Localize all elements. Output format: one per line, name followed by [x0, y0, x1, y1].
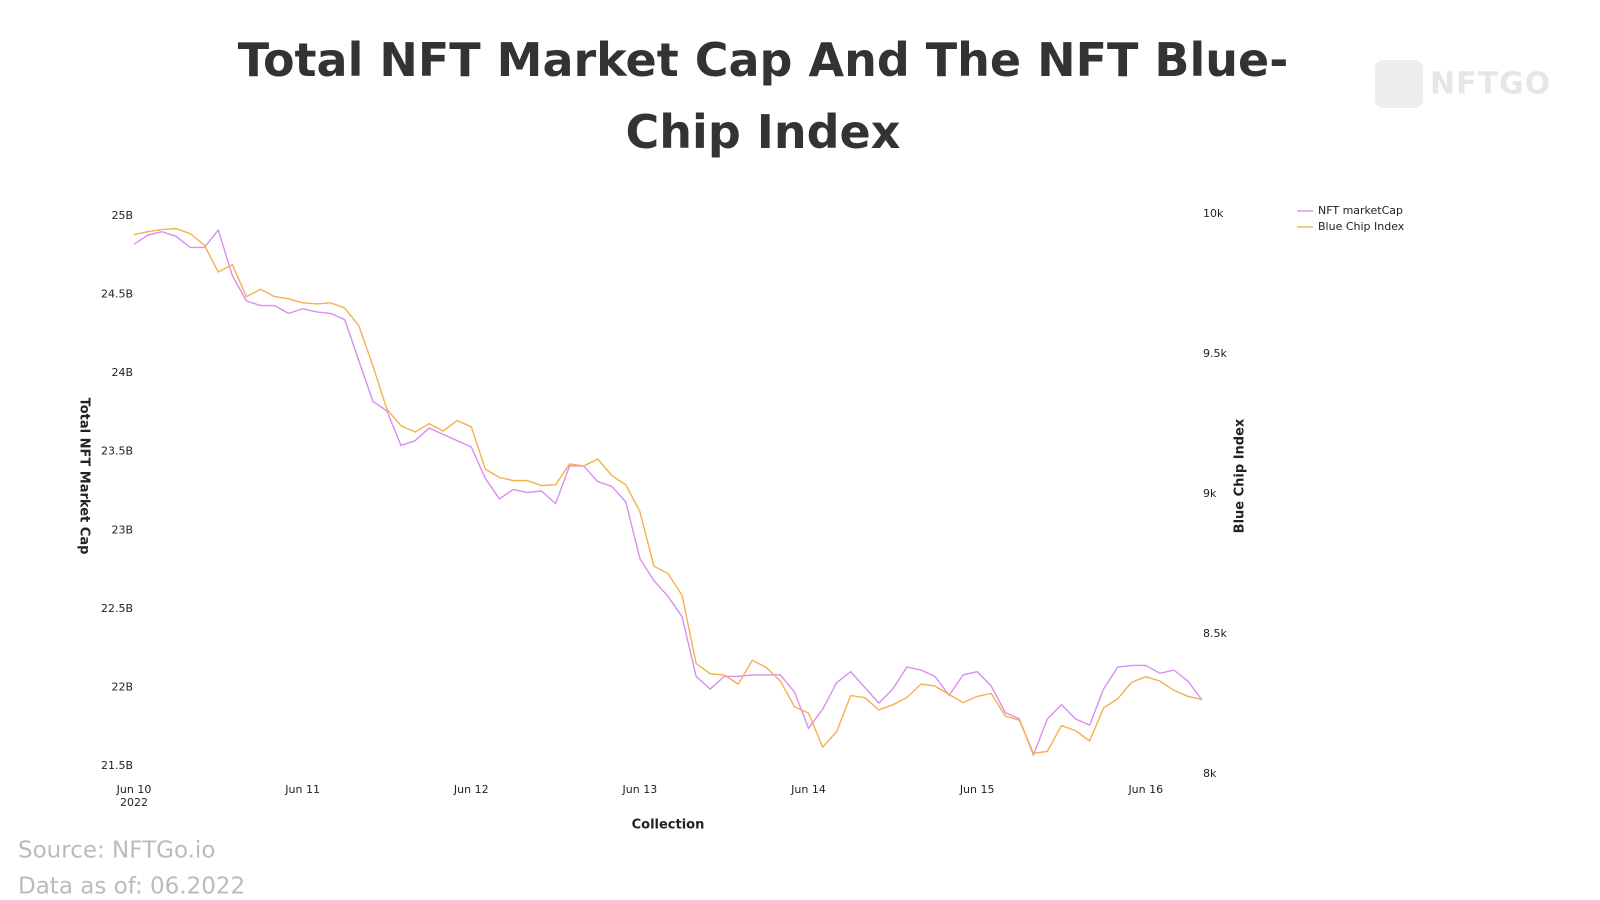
- y2-tick-label: 8.5k: [1203, 627, 1227, 640]
- y-tick-label: 23B: [111, 523, 133, 536]
- series-line: [133, 228, 1203, 757]
- logo: NFTGO: [1430, 67, 1551, 102]
- y-tick-label: 25B: [111, 209, 133, 222]
- y-tick-label: 22.5B: [101, 602, 133, 615]
- y-tick-label: 23.5B: [101, 445, 133, 458]
- x-tick-label: Jun 10: [116, 783, 152, 796]
- x-tick-label: Jun 13: [622, 783, 658, 796]
- x-tick-label: Jun 14: [790, 783, 826, 796]
- y-tick-label: 24.5B: [101, 288, 133, 301]
- x-tick-label: Jun 11: [284, 783, 320, 796]
- logo-icon: [1375, 60, 1423, 108]
- x-axis-title: Collection: [632, 818, 705, 833]
- x-year-label: 2022: [120, 796, 148, 809]
- legend-label: Blue Chip Index: [1318, 220, 1405, 233]
- chart-title: Total NFT Market Cap And The NFT Blue-Ch…: [237, 33, 1289, 159]
- y2-tick-label: 9k: [1203, 487, 1217, 500]
- x-tick-label: Jun 12: [453, 783, 489, 796]
- date-note: Data as of: 06.2022: [18, 874, 245, 900]
- y2-tick-label: 9.5k: [1203, 347, 1227, 360]
- y-tick-label: 21.5B: [101, 759, 133, 772]
- y2-tick-label: 8k: [1203, 767, 1217, 780]
- y-axis-title: Total NFT Market Cap: [77, 398, 92, 555]
- y-tick-label: 22B: [111, 680, 133, 693]
- y2-tick-label: 10k: [1203, 207, 1224, 220]
- series-line: [133, 227, 1203, 755]
- legend-label: NFT marketCap: [1318, 204, 1403, 217]
- x-tick-label: Jun 16: [1127, 783, 1163, 796]
- source-note: Source: NFTGo.io: [18, 838, 215, 864]
- y-tick-label: 24B: [111, 366, 133, 379]
- x-tick-label: Jun 15: [959, 783, 995, 796]
- y2-axis-title: Blue Chip Index: [1233, 418, 1248, 533]
